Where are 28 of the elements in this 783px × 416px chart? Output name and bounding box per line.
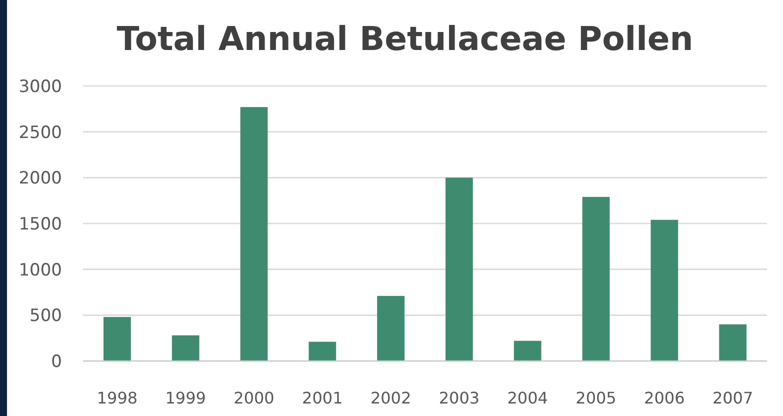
bar: [308, 342, 336, 361]
bar: [104, 317, 131, 361]
x-tick-label: 2007: [712, 388, 754, 408]
bar: [446, 178, 473, 361]
bar: [172, 335, 200, 361]
bar: [582, 196, 610, 361]
x-tick-label: 2000: [234, 388, 274, 408]
x-tick-label: 2002: [370, 388, 412, 408]
x-tick-label: 1999: [165, 388, 206, 408]
x-tick-label: 1998: [96, 388, 138, 408]
bar: [240, 107, 268, 361]
y-tick-label: 2500: [18, 122, 62, 143]
x-tick-label: 2006: [644, 388, 685, 408]
x-tick-label: 2004: [507, 388, 548, 408]
chart-title: Total Annual Betulaceae Pollen: [116, 19, 694, 58]
y-tick-label: 500: [30, 306, 62, 326]
x-tick-label: 2001: [302, 388, 343, 408]
bar: [719, 324, 746, 361]
y-tick-label: 3000: [18, 76, 62, 97]
bar: [514, 340, 542, 361]
bar: [377, 296, 404, 361]
y-tick-label: 2000: [18, 168, 62, 189]
x-tick-label: 2005: [576, 388, 616, 408]
y-tick-label: 1500: [18, 214, 62, 234]
y-tick-label: 0: [51, 352, 62, 372]
x-tick-label: 2003: [438, 388, 480, 408]
y-tick-label: 1000: [18, 260, 62, 280]
bar: [650, 220, 678, 361]
